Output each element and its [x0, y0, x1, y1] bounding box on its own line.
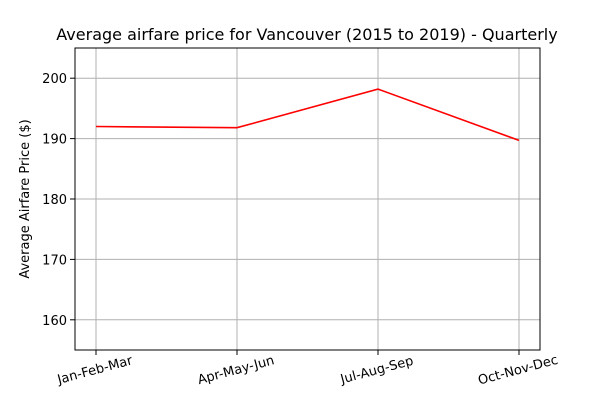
y-tick-label: 170 [42, 253, 67, 268]
x-tick-label: Apr-May-Jun [196, 353, 276, 388]
y-tick-label: 190 [42, 133, 67, 148]
y-tick-label: 180 [42, 193, 67, 208]
x-tick-label: Jul-Aug-Sep [338, 354, 415, 388]
series-line [95, 88, 520, 142]
chart-title: Average airfare price for Vancouver (201… [56, 25, 557, 44]
x-tick-label: Oct-Nov-Dec [477, 353, 560, 389]
y-axis-label: Average Airfare Price ($) [18, 119, 33, 278]
x-tick-label: Jan-Feb-Mar [55, 353, 135, 388]
grid-layer [75, 48, 540, 350]
series-layer [95, 88, 520, 142]
y-tick-label: 200 [42, 72, 67, 87]
y-tick-label: 160 [42, 314, 67, 329]
tick-layer: Jan-Feb-Mar Apr-May-Jun Jul-Aug-Sep Oct-Nov… [42, 72, 559, 388]
